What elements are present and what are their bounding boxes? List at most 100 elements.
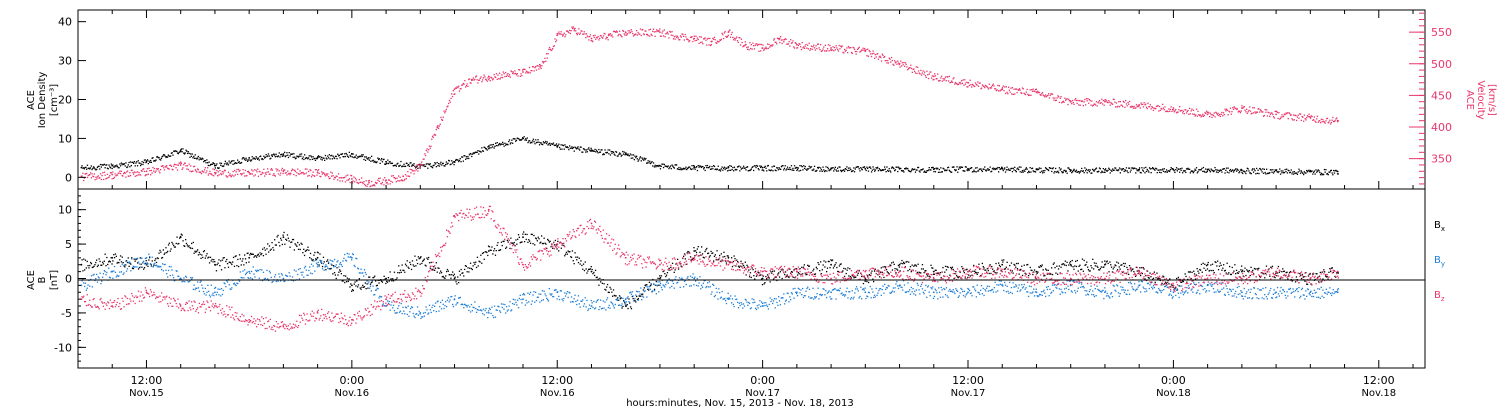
- velocity-point: [442, 116, 444, 118]
- velocity-point: [899, 66, 901, 68]
- density-point: [798, 170, 800, 172]
- density-point: [448, 160, 451, 162]
- density-point: [1145, 170, 1148, 173]
- velocity-point: [381, 183, 383, 185]
- velocity-point: [359, 181, 361, 183]
- velocity-point: [1304, 118, 1306, 120]
- velocity-point: [200, 171, 202, 173]
- velocity-point: [1014, 88, 1017, 90]
- density-point-anchor: [659, 164, 661, 167]
- bx-point: [535, 237, 537, 239]
- density-point: [576, 147, 578, 149]
- bx-point: [556, 248, 558, 250]
- density-point: [1178, 168, 1180, 170]
- density-point: [1022, 171, 1024, 173]
- bx-point: [1174, 287, 1176, 289]
- velocity-point: [1293, 119, 1295, 121]
- density-point: [919, 171, 921, 173]
- velocity-point: [406, 175, 408, 177]
- bx-point: [732, 260, 734, 263]
- velocity-point: [1080, 100, 1082, 102]
- density-point: [350, 155, 352, 158]
- bx-point: [1015, 266, 1017, 268]
- bx-point: [484, 251, 486, 253]
- top-scatter-dots: [80, 26, 1339, 188]
- bx-point: [1223, 270, 1226, 272]
- velocity-point: [162, 165, 164, 167]
- density-point: [607, 149, 609, 151]
- velocity-point: [1169, 108, 1171, 111]
- density-point: [619, 153, 622, 155]
- velocity-point: [1273, 117, 1275, 119]
- density-point: [1212, 170, 1215, 173]
- velocity-point: [1100, 102, 1102, 104]
- velocity-point: [1102, 100, 1104, 102]
- bx-point: [977, 272, 979, 274]
- density-point: [784, 165, 786, 167]
- density-point: [208, 161, 210, 163]
- bx-point: [1195, 274, 1197, 276]
- velocity-point: [1336, 117, 1338, 119]
- velocity-point: [977, 85, 980, 87]
- velocity-point-anchor: [248, 171, 251, 174]
- bx-point: [596, 276, 598, 278]
- density-point: [817, 166, 819, 169]
- density-point: [146, 159, 149, 161]
- bx-point: [165, 247, 167, 249]
- density-point: [779, 168, 781, 170]
- velocity-point: [868, 50, 870, 52]
- density-point: [334, 155, 337, 157]
- velocity-point: [1158, 110, 1160, 112]
- velocity-point: [512, 72, 514, 75]
- density-point: [764, 165, 766, 167]
- bx-point: [1040, 265, 1043, 268]
- bx-point: [1031, 269, 1033, 272]
- bx-point: [1202, 262, 1204, 264]
- density-point: [689, 168, 692, 170]
- velocity-point: [454, 93, 456, 95]
- bx-point: [270, 248, 272, 250]
- velocity-point: [1245, 111, 1247, 113]
- density-point: [580, 146, 582, 148]
- velocity-point: [179, 162, 181, 165]
- density-point: [1112, 169, 1114, 171]
- velocity-point: [110, 172, 112, 174]
- bx-point-anchor: [282, 236, 285, 239]
- bx-point: [957, 277, 959, 279]
- density-point: [1280, 170, 1282, 172]
- bx-point: [1194, 278, 1197, 280]
- bx-point: [466, 271, 468, 273]
- density-point: [91, 168, 93, 171]
- density-point: [631, 154, 633, 156]
- density-point: [306, 157, 308, 159]
- bx-point: [1257, 268, 1259, 270]
- density-point: [590, 147, 592, 149]
- density-point: [900, 167, 902, 170]
- density-point: [123, 163, 125, 166]
- velocity-point: [991, 84, 994, 86]
- bx-point: [612, 289, 615, 291]
- density-point: [278, 152, 280, 154]
- velocity-point: [875, 56, 877, 58]
- density-point: [1139, 171, 1141, 174]
- bx-point: [735, 265, 737, 267]
- bx-point: [91, 266, 93, 269]
- velocity-point: [666, 31, 669, 33]
- bx-point: [861, 275, 863, 278]
- bx-point: [788, 276, 790, 279]
- density-point: [684, 168, 686, 170]
- velocity-point: [1104, 99, 1106, 101]
- velocity-point: [273, 173, 275, 175]
- density-point: [1174, 171, 1176, 174]
- velocity-point: [662, 30, 664, 32]
- velocity-point: [552, 48, 554, 50]
- density-point: [270, 154, 273, 156]
- density-point: [324, 154, 327, 157]
- bx-point: [1105, 261, 1108, 263]
- density-point: [989, 166, 991, 168]
- density-point: [977, 170, 980, 172]
- density-point: [523, 136, 525, 138]
- bx-point: [493, 250, 495, 252]
- density-point: [572, 147, 574, 150]
- bx-point: [1131, 269, 1133, 271]
